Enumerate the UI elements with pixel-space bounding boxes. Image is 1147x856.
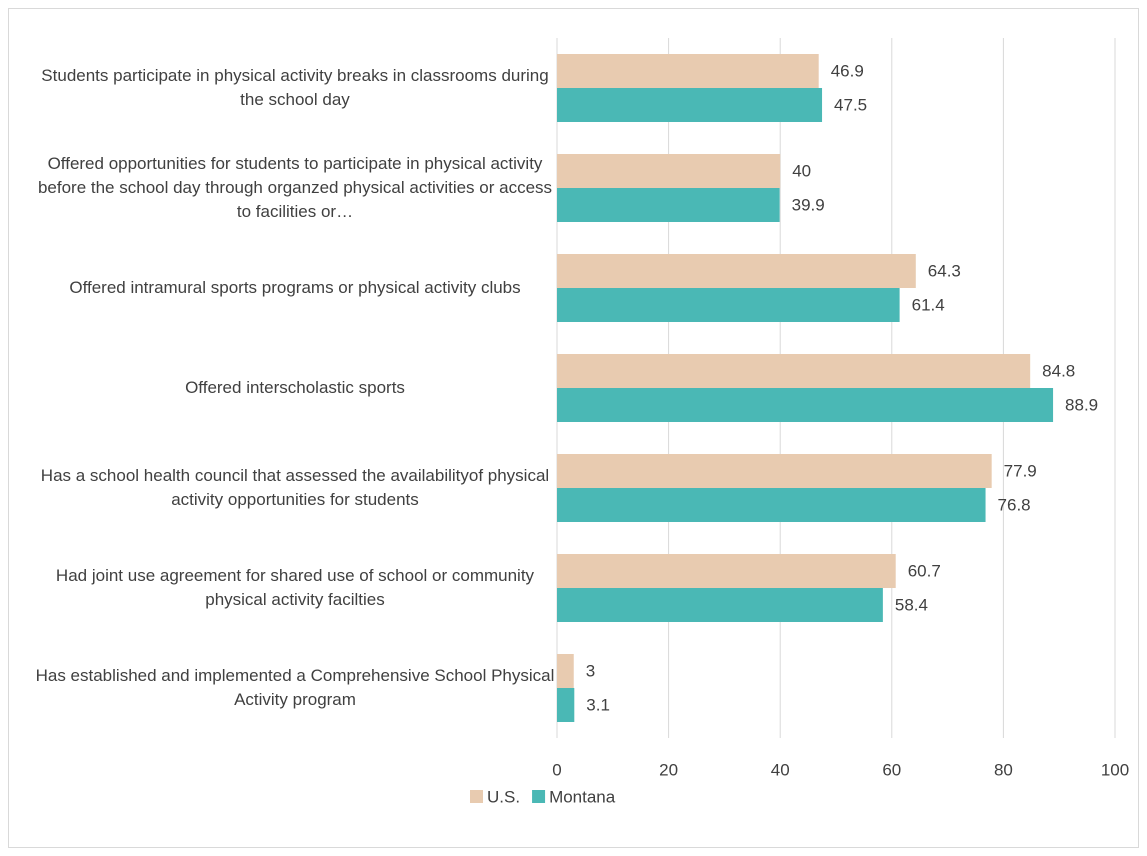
value-label: 46.9 [831,61,864,80]
bar [557,388,1054,422]
x-tick-label: 40 [771,760,790,779]
category-label: Has established and implemented a Compre… [35,666,555,709]
category-label: Offered opportunities for students to pa… [37,154,553,221]
category-label: Students participate in physical activit… [41,66,549,109]
bar [557,554,896,588]
legend-label: Montana [549,787,616,806]
x-tick-label: 100 [1101,760,1129,779]
value-label: 77.9 [1004,461,1037,480]
chart-border [8,8,1139,848]
bar [557,254,916,288]
value-label: 61.4 [912,295,945,314]
category-label: Had joint use agreement for shared use o… [55,566,535,609]
value-label: 64.3 [928,261,961,280]
category-label: Offered interscholastic sports [185,378,405,397]
x-tick-label: 20 [659,760,678,779]
bar [557,488,986,522]
value-label: 58.4 [895,595,928,614]
category-label: Offered intramural sports programs or ph… [69,278,521,297]
bar [557,454,992,488]
bar [557,688,575,722]
value-label: 60.7 [908,561,941,580]
legend-swatch [532,790,546,803]
bar [557,188,780,222]
bar [557,354,1031,388]
bar [557,654,574,688]
bar [557,54,819,88]
value-label: 88.9 [1065,395,1098,414]
bar [557,154,781,188]
category-label: Has a school health council that assesse… [40,466,550,509]
value-label: 84.8 [1042,361,1075,380]
bar [557,588,883,622]
legend-label: U.S. [487,787,520,806]
value-label: 40 [792,161,811,180]
value-label: 3 [586,661,595,680]
value-label: 76.8 [998,495,1031,514]
bar [557,88,823,122]
legend-swatch [470,790,483,803]
x-tick-label: 80 [994,760,1013,779]
x-tick-label: 60 [882,760,901,779]
value-label: 47.5 [834,95,867,114]
value-label: 39.9 [792,195,825,214]
value-label: 3.1 [586,695,610,714]
bar [557,288,900,322]
x-tick-label: 0 [552,760,561,779]
